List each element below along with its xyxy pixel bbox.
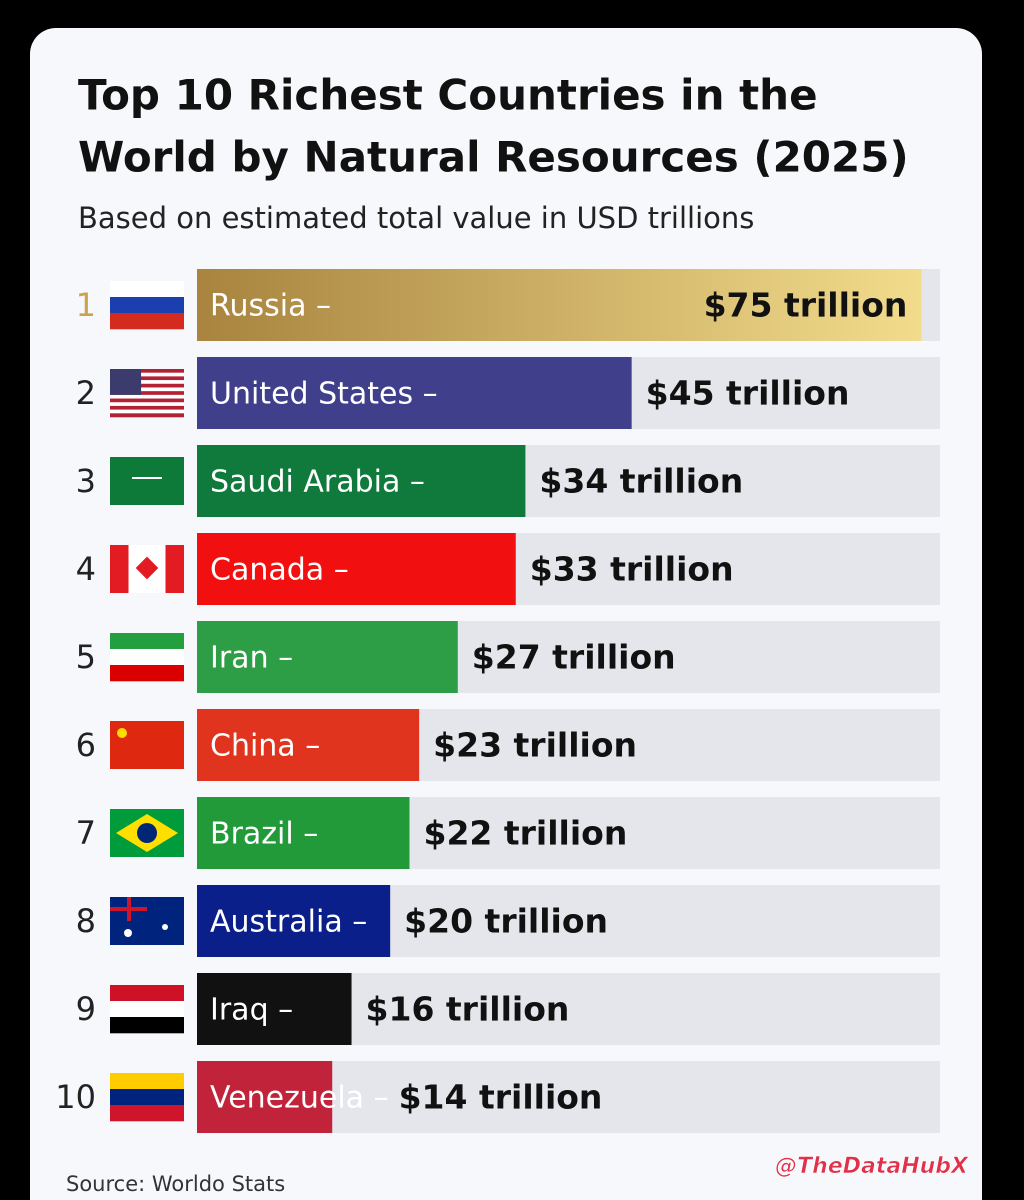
category-label: Canada – — [210, 553, 349, 588]
bar — [197, 885, 391, 957]
flag-stripe — [110, 387, 184, 392]
value-label: $14 trillion — [399, 1078, 603, 1117]
category-label: China – — [210, 729, 320, 764]
rank: 6 — [76, 726, 96, 764]
bar — [197, 357, 632, 429]
chart-title: Top 10 Richest Countries in the — [78, 71, 818, 120]
rank: 4 — [76, 550, 96, 588]
category-label: United States – — [210, 377, 438, 412]
flag-stripe — [110, 1001, 184, 1018]
category-label: Saudi Arabia – — [210, 465, 425, 500]
flag-stripe — [110, 405, 184, 410]
flag-cross — [127, 897, 131, 921]
flag-star — [117, 728, 127, 738]
rank: 5 — [76, 638, 96, 676]
category-label: Iraq – — [210, 993, 293, 1028]
flag-stripe — [110, 985, 184, 1002]
flag — [110, 809, 184, 857]
flag — [110, 633, 184, 682]
flag — [110, 457, 184, 505]
flag-stripe — [110, 394, 184, 399]
chart-title: World by Natural Resources (2025) — [78, 133, 909, 182]
bar — [197, 973, 352, 1045]
rank: 3 — [76, 462, 96, 500]
flag-field — [110, 897, 184, 945]
flag — [110, 545, 184, 593]
bar — [197, 709, 420, 781]
rank: 10 — [55, 1078, 96, 1116]
flag — [110, 897, 184, 945]
flag-stripe — [110, 380, 184, 385]
rank: 2 — [76, 374, 96, 412]
bar — [197, 445, 526, 517]
flag-stripe — [110, 1073, 184, 1090]
bar — [197, 1061, 333, 1133]
flag-stripe — [110, 665, 184, 682]
rank: 1 — [76, 286, 96, 324]
flag-band — [165, 545, 184, 593]
bar — [197, 797, 410, 869]
flag — [110, 1073, 184, 1122]
flag-stripe — [110, 398, 184, 403]
value-label: $45 trillion — [646, 374, 850, 413]
flag-stripe — [110, 633, 184, 650]
rank: 8 — [76, 902, 96, 940]
flag-stripe — [110, 297, 184, 314]
flag-canton — [110, 369, 142, 395]
value-label: $33 trillion — [530, 550, 734, 589]
flag-stripe — [110, 281, 184, 298]
flag-stripe — [110, 402, 184, 407]
flag-star — [124, 929, 132, 937]
value-label: $75 trillion — [704, 286, 908, 325]
flag-stripe — [110, 649, 184, 666]
category-label: Brazil – — [210, 817, 318, 852]
rank: 9 — [76, 990, 96, 1028]
flag-stripe — [110, 376, 184, 381]
flag-stripe — [110, 383, 184, 388]
value-label: $27 trillion — [472, 638, 676, 677]
flag — [110, 721, 184, 769]
value-label: $34 trillion — [539, 462, 743, 501]
flag-stripe — [110, 409, 184, 414]
flag-stripe — [110, 313, 184, 330]
flag-stripe — [110, 372, 184, 377]
chart-subtitle: Based on estimated total value in USD tr… — [78, 201, 754, 235]
flag-stripe — [110, 1017, 184, 1034]
value-label: $23 trillion — [433, 726, 637, 765]
flag — [110, 281, 184, 330]
flag-field — [110, 457, 184, 505]
value-label: $20 trillion — [404, 902, 608, 941]
category-label: Australia – — [210, 905, 367, 940]
bar — [197, 621, 458, 693]
value-label: $16 trillion — [366, 990, 570, 1029]
flag-band — [110, 545, 129, 593]
rank: 7 — [76, 814, 96, 852]
flag-stripe — [110, 1105, 184, 1122]
bar — [197, 533, 516, 605]
source: Source: Worldo Stats — [66, 1172, 285, 1196]
watermark: @TheDataHubX — [775, 1154, 969, 1179]
flag-emblem — [132, 477, 162, 479]
flag-globe — [137, 823, 157, 843]
flag-stripe — [110, 369, 184, 373]
category-label: Russia – — [210, 289, 331, 324]
bar — [197, 269, 922, 341]
category-label: Venezuela – — [210, 1081, 389, 1116]
flag-stripe — [110, 1089, 184, 1106]
category-label: Iran – — [210, 641, 293, 676]
value-label: $22 trillion — [423, 814, 627, 853]
flag — [110, 369, 184, 418]
flag-stripe — [110, 413, 184, 418]
flag-stripe — [110, 391, 184, 396]
flag — [110, 985, 184, 1034]
flag-star — [162, 924, 168, 930]
